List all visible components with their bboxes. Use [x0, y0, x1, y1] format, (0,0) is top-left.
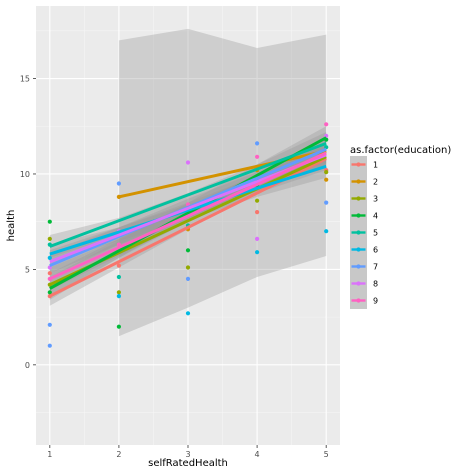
fit-line-5 [49, 141, 327, 248]
point-2 [324, 177, 329, 182]
point-3 [185, 265, 191, 270]
point-4 [47, 290, 52, 295]
x-axis-title: selfRatedHealth [148, 458, 228, 469]
legend-key-point [356, 179, 361, 184]
point-6 [255, 250, 260, 255]
x-tick-label: 5 [324, 450, 329, 459]
legend-key-point [356, 230, 361, 235]
legend-label: 2 [373, 178, 378, 187]
legend-key-point [356, 213, 361, 218]
fit-lines [49, 136, 327, 298]
point-7 [116, 181, 121, 186]
point-9 [324, 122, 329, 127]
point-7 [47, 322, 52, 327]
x-axis: 1 2 3 4 5 [47, 445, 329, 459]
point-4 [185, 248, 191, 253]
point-6 [47, 255, 52, 260]
point-3 [324, 170, 329, 175]
legend-item-7: 7 [350, 258, 378, 275]
fit-line-2 [118, 149, 327, 199]
point-8 [255, 236, 260, 241]
point-1 [47, 271, 52, 276]
legend-item-1: 1 [350, 156, 378, 173]
legend-label: 8 [373, 280, 378, 289]
legend-item-6: 6 [350, 241, 378, 258]
point-6 [185, 311, 191, 316]
legend-key-point [356, 162, 361, 167]
point-1 [255, 210, 260, 215]
point-7 [185, 276, 191, 281]
point-7 [47, 343, 52, 348]
point-7 [255, 141, 260, 146]
point-5 [116, 274, 121, 280]
x-tick-label: 1 [47, 450, 52, 459]
y-tick-label: 15 [20, 75, 30, 84]
point-4 [47, 219, 52, 224]
legend-key-point [356, 281, 361, 286]
point-4 [116, 324, 121, 329]
legend-label: 7 [373, 263, 378, 272]
point-8 [185, 160, 191, 165]
legend-item-3: 3 [350, 190, 378, 207]
legend-item-2: 2 [350, 173, 378, 190]
legend-label: 9 [373, 297, 378, 306]
legend-item-4: 4 [350, 207, 378, 224]
legend-label: 6 [373, 246, 378, 255]
legend-label: 5 [373, 229, 378, 238]
legend-key-point [356, 196, 361, 201]
legend-item-5: 5 [350, 224, 378, 241]
point-3 [255, 198, 260, 203]
y-tick-label: 5 [25, 265, 30, 274]
legend-key-point [356, 264, 361, 269]
point-6 [116, 294, 121, 299]
fit-line-4 [49, 136, 327, 290]
y-tick-label: 10 [20, 170, 30, 179]
fit-line-9 [49, 151, 327, 281]
point-9 [255, 154, 260, 159]
legend-title: as.factor(education) [350, 145, 451, 156]
fit-line-6 [49, 164, 327, 256]
point-3 [47, 236, 52, 241]
y-tick-label: 0 [25, 361, 30, 370]
x-tick-label: 3 [185, 450, 190, 459]
x-tick-label: 4 [255, 450, 260, 459]
legend-item-9: 9 [350, 292, 378, 309]
point-7 [324, 200, 329, 205]
legend: as.factor(education) 1 2 3 4 5 6 7 8 9 [350, 145, 451, 309]
point-6 [324, 229, 329, 234]
y-axis: 0 5 10 15 [20, 75, 36, 370]
y-axis-title: health [6, 210, 17, 242]
legend-key-point [356, 247, 361, 252]
point-3 [116, 290, 121, 295]
legend-label: 1 [373, 161, 378, 170]
legend-item-8: 8 [350, 275, 378, 292]
legend-label: 3 [373, 195, 378, 204]
point-1 [116, 263, 121, 268]
x-tick-label: 2 [116, 450, 121, 459]
legend-label: 4 [373, 212, 378, 221]
legend-key-point [356, 298, 361, 303]
